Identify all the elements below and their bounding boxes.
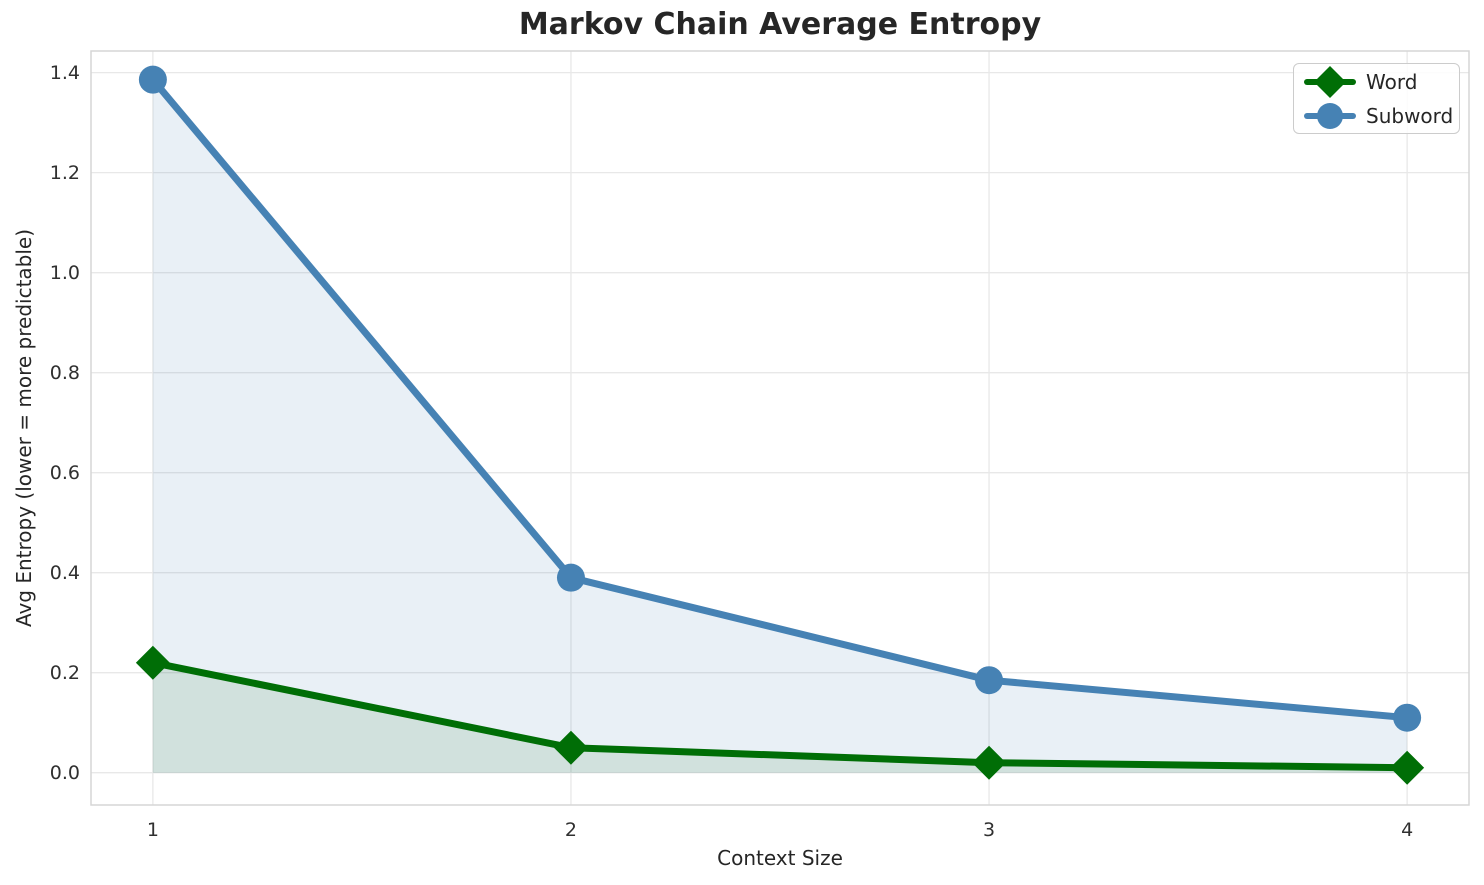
word-diamond-marker-icon — [1304, 65, 1356, 98]
y-tick-label: 0.0 — [49, 761, 80, 784]
marker-subword — [556, 563, 585, 592]
marker-subword — [1393, 703, 1422, 732]
y-tick-label: 1.2 — [49, 161, 80, 184]
legend-label-subword: Subword — [1366, 103, 1454, 128]
marker-subword — [138, 65, 167, 94]
y-tick-label: 0.4 — [49, 561, 80, 584]
x-tick-label: 2 — [564, 819, 577, 841]
x-tick-label: 1 — [146, 819, 159, 841]
line-word — [149, 659, 1411, 772]
legend: Word Subword — [1293, 63, 1460, 134]
x-axis-label: Context Size — [717, 846, 843, 870]
subword-circle-marker-icon — [1304, 102, 1356, 129]
y-tick-label: 0.6 — [49, 461, 80, 484]
marker-word — [135, 645, 170, 680]
x-tick-label: 4 — [1401, 819, 1414, 841]
plot-border — [90, 50, 1470, 806]
chart-title: Markov Chain Average Entropy — [518, 7, 1042, 42]
y-tick-label: 0.8 — [49, 361, 80, 384]
legend-item-word: Word — [1304, 65, 1449, 98]
y-tick-label: 1.0 — [49, 261, 80, 284]
y-tick-label: 0.2 — [49, 661, 80, 684]
marker-subword — [975, 666, 1004, 695]
y-tick-label: 1.4 — [49, 61, 80, 84]
legend-item-subword: Subword — [1304, 100, 1453, 132]
x-tick-label: 3 — [982, 819, 996, 841]
marker-word — [1390, 750, 1425, 785]
marker-word — [972, 745, 1007, 780]
marker-word — [553, 730, 588, 765]
legend-label-word: Word — [1366, 69, 1418, 94]
line-subword — [149, 76, 1411, 722]
area-fill-subword — [152, 79, 1408, 773]
area-fill-word — [152, 662, 1408, 773]
